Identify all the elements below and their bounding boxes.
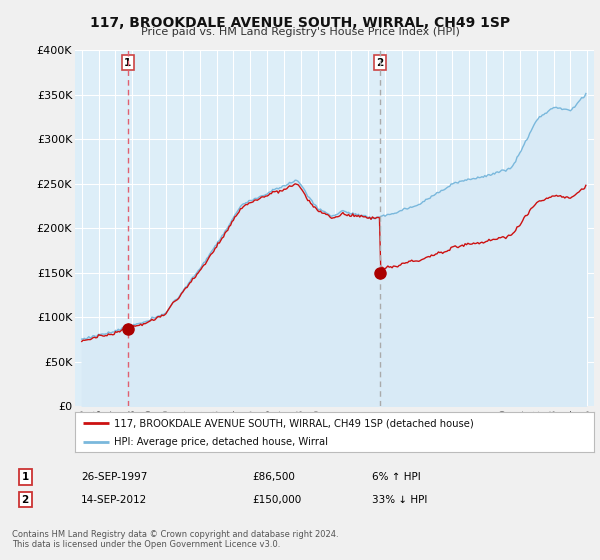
- Text: £86,500: £86,500: [252, 472, 295, 482]
- Text: 1: 1: [124, 58, 131, 68]
- Text: 117, BROOKDALE AVENUE SOUTH, WIRRAL, CH49 1SP (detached house): 117, BROOKDALE AVENUE SOUTH, WIRRAL, CH4…: [114, 418, 473, 428]
- Text: Price paid vs. HM Land Registry's House Price Index (HPI): Price paid vs. HM Land Registry's House …: [140, 27, 460, 37]
- Text: This data is licensed under the Open Government Licence v3.0.: This data is licensed under the Open Gov…: [12, 540, 280, 549]
- Text: 117, BROOKDALE AVENUE SOUTH, WIRRAL, CH49 1SP: 117, BROOKDALE AVENUE SOUTH, WIRRAL, CH4…: [90, 16, 510, 30]
- Text: 2: 2: [22, 494, 29, 505]
- Text: HPI: Average price, detached house, Wirral: HPI: Average price, detached house, Wirr…: [114, 437, 328, 447]
- Text: £150,000: £150,000: [252, 494, 301, 505]
- Text: 26-SEP-1997: 26-SEP-1997: [81, 472, 148, 482]
- Text: 14-SEP-2012: 14-SEP-2012: [81, 494, 147, 505]
- Text: 1: 1: [22, 472, 29, 482]
- Text: 6% ↑ HPI: 6% ↑ HPI: [372, 472, 421, 482]
- Text: 33% ↓ HPI: 33% ↓ HPI: [372, 494, 427, 505]
- Text: Contains HM Land Registry data © Crown copyright and database right 2024.: Contains HM Land Registry data © Crown c…: [12, 530, 338, 539]
- Text: 2: 2: [377, 58, 384, 68]
